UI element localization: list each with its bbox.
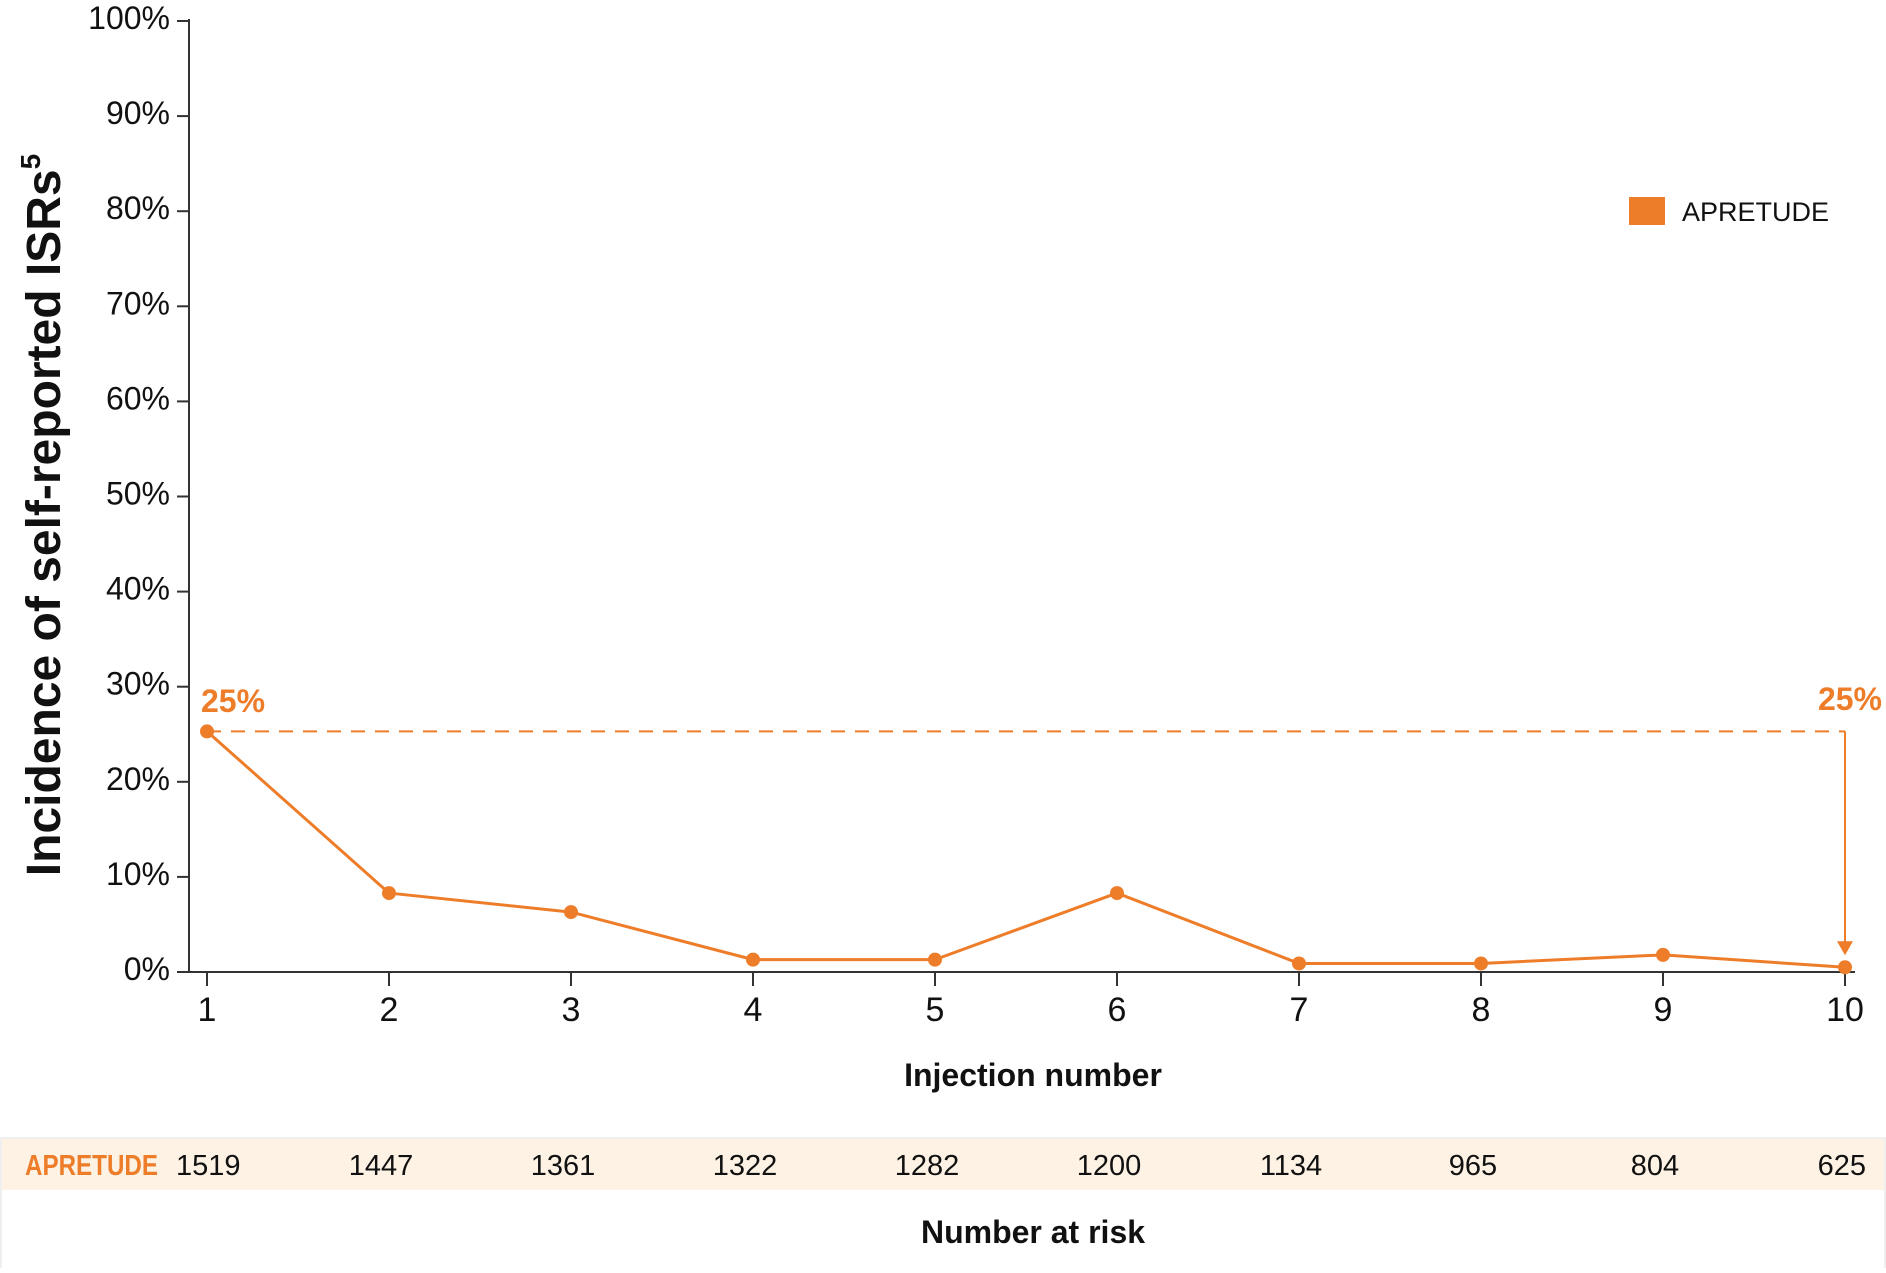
y-tick-label: 90% [106, 95, 170, 131]
number-at-risk-table: APRETUDE 1519 1447 1361 1322 1282 1200 1134 965… [0, 1137, 1886, 1273]
data-point [1474, 956, 1488, 971]
number-at-risk-band [0, 1138, 1886, 1190]
y-tick-label: 100% [88, 0, 170, 36]
y-axis-title-superscript: 5 [15, 154, 46, 170]
end-value-label: 25% [1818, 681, 1882, 717]
data-point [1110, 886, 1124, 901]
data-point [746, 952, 760, 967]
number-at-risk-value: 1134 [1260, 1150, 1322, 1182]
number-at-risk-title: Number at risk [921, 1214, 1145, 1250]
y-tick-label: 40% [106, 571, 170, 607]
drop-arrow-head [1837, 941, 1853, 956]
number-at-risk-value: 625 [1818, 1150, 1866, 1182]
y-tick-label: 50% [106, 476, 170, 512]
reference-group [207, 730, 1853, 956]
number-at-risk-value: 965 [1449, 1150, 1497, 1182]
x-tick-label: 2 [380, 991, 399, 1029]
y-tick-label: 60% [106, 380, 170, 416]
y-tick-label: 0% [124, 951, 170, 987]
x-tick-label: 4 [744, 991, 763, 1029]
start-value-label: 25% [201, 683, 265, 719]
data-point [564, 905, 578, 920]
number-at-risk-value: 804 [1631, 1150, 1679, 1182]
y-tick-label: 30% [106, 666, 170, 702]
number-at-risk-value: 1447 [349, 1150, 414, 1182]
y-tick-label: 20% [106, 761, 170, 797]
axes-group: 0% 10% 20% 30% 40% 50% 60% 70% 80% 90% 100% 1 2 3 4 5 6 7… [88, 0, 1864, 1029]
y-tick-label: 10% [106, 856, 170, 892]
number-at-risk-value: 1361 [531, 1150, 596, 1182]
labels-group: 25% 25% [201, 681, 1882, 719]
x-tick-label: 10 [1826, 991, 1864, 1029]
legend: APRETUDE [1629, 197, 1829, 227]
x-tick-label: 3 [562, 991, 581, 1029]
x-tick-label: 1 [198, 991, 217, 1029]
data-point [928, 952, 942, 967]
number-at-risk-value: 1322 [713, 1150, 778, 1182]
y-axis-title-main: Incidence of self-reported ISRs [18, 169, 71, 876]
x-tick-label: 6 [1108, 991, 1127, 1029]
x-axis-title: Injection number [904, 1057, 1162, 1093]
number-at-risk-frame [0, 1137, 1886, 1273]
x-tick-label: 9 [1654, 991, 1673, 1029]
number-at-risk-values: 1519 1447 1361 1322 1282 1200 1134 965 804 625 [176, 1150, 1866, 1182]
x-tick-label: 8 [1472, 991, 1491, 1029]
number-at-risk-value: 1519 [176, 1150, 241, 1182]
data-point [382, 886, 396, 901]
legend-swatch [1629, 197, 1665, 225]
number-at-risk-value: 1282 [895, 1150, 960, 1182]
y-tick-label: 80% [106, 190, 170, 226]
x-tick-label: 7 [1290, 991, 1309, 1029]
series-line [206, 730, 1846, 969]
x-tick-label: 5 [926, 991, 945, 1029]
number-at-risk-value: 1200 [1077, 1150, 1142, 1182]
data-point [1292, 956, 1306, 971]
data-point [1838, 960, 1852, 975]
y-axis-title: Incidence of self-reported ISRs5 [15, 154, 71, 876]
series-group [200, 724, 1852, 975]
data-point [200, 724, 214, 739]
number-at-risk-row-label: APRETUDE [25, 1150, 158, 1182]
data-point [1656, 947, 1670, 962]
legend-label: APRETUDE [1682, 197, 1829, 227]
y-tick-label: 70% [106, 285, 170, 321]
